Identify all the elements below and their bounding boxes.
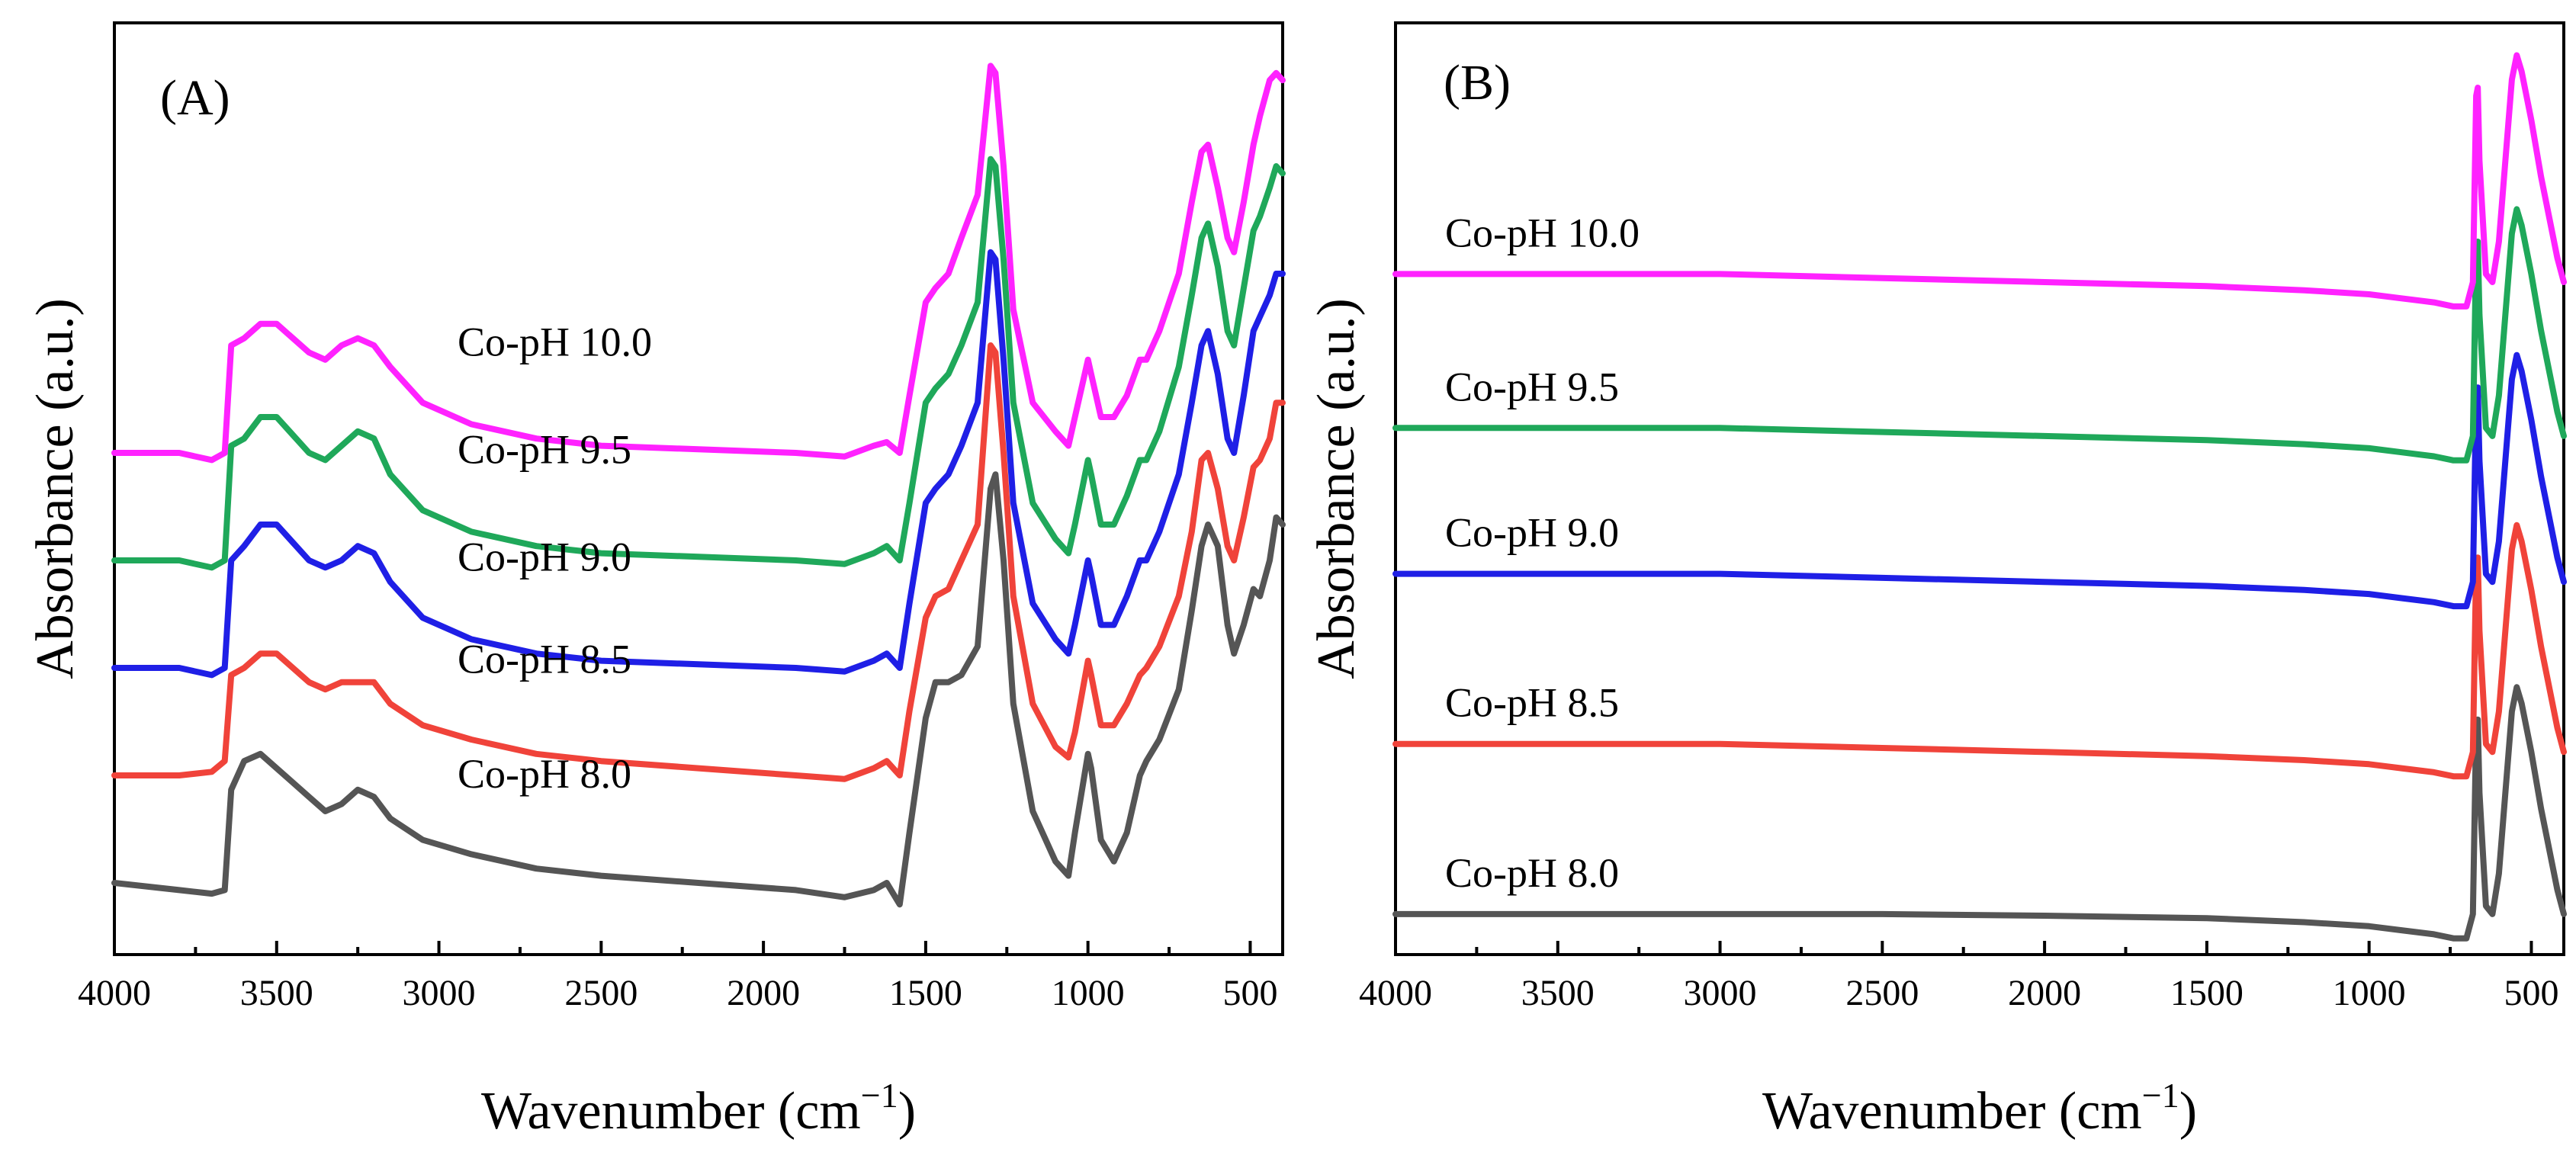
panel-a-curve-label: Co-pH 9.5 xyxy=(458,426,631,472)
panel-a-curve-label: Co-pH 10.0 xyxy=(458,319,652,364)
panel-a-x-tick-label: 4000 xyxy=(78,973,151,1013)
panel-b-curve-label: Co-pH 9.5 xyxy=(1445,364,1619,409)
panel-b-plot-frame xyxy=(1394,21,2565,956)
panel-b-curves xyxy=(1392,52,2567,942)
panel-a-x-tick-label: 2000 xyxy=(727,973,800,1013)
panel-b-series-line xyxy=(1392,522,2567,780)
panel-a-x-tick-label: 3000 xyxy=(403,973,476,1013)
panel-b-curve-label: Co-pH 8.5 xyxy=(1445,680,1619,726)
panel-b-x-ticks: 4000 3500 3000 2500 2000 1500 1000 500 xyxy=(1359,941,2558,1013)
panel-a-x-tick-label: 2500 xyxy=(564,973,638,1013)
panel-b-x-tick-label: 3500 xyxy=(1521,973,1595,1013)
panel-b-curve-label: Co-pH 9.0 xyxy=(1445,510,1619,556)
panel-a-series-line xyxy=(111,63,1286,464)
panel-a-x-tick-label: 1500 xyxy=(889,973,962,1013)
panel-b-curve-labels: Co-pH 8.0 Co-pH 8.5 Co-pH 9.0 Co-pH 9.5 Co-p… xyxy=(1445,210,1640,896)
panel-b-x-tick-label: 500 xyxy=(2504,973,2558,1013)
panel-a-series-line xyxy=(111,471,1286,908)
panel-a-x-ticks: 4000 3500 3000 2500 2000 1500 1000 500 xyxy=(78,941,1277,1013)
panel-a-series-line xyxy=(111,156,1286,571)
panel-b-x-tick-label: 1500 xyxy=(2170,973,2244,1013)
panel-b-x-tick-label: 2500 xyxy=(1845,973,1919,1013)
panel-b-x-tick-label: 4000 xyxy=(1359,973,1432,1013)
panel-a: 4000 3500 3000 2500 2000 1500 1000 500 Co-pH 8.… xyxy=(26,21,1286,1141)
panel-a-x-tick-label: 500 xyxy=(1222,973,1277,1013)
panel-a-curve-label: Co-pH 8.0 xyxy=(458,751,631,797)
panel-a-y-axis-title: Absorbance (a.u.) xyxy=(26,298,85,679)
panel-a-x-tick-label: 3500 xyxy=(240,973,313,1013)
panel-b-x-tick-label: 2000 xyxy=(2008,973,2081,1013)
panel-b-x-tick-label: 3000 xyxy=(1684,973,1757,1013)
panel-b-series-line xyxy=(1392,351,2567,610)
panel-a-curves xyxy=(111,63,1286,908)
panel-b-curve-label: Co-pH 10.0 xyxy=(1445,210,1640,255)
panel-a-series-line xyxy=(111,342,1286,782)
panel-b-series-line xyxy=(1392,206,2567,464)
panel-b-x-axis-title: Wavenumber (cm−1) xyxy=(1762,1076,2197,1141)
panel-b: 4000 3500 3000 2500 2000 1500 1000 500 Co-pH 8.… xyxy=(1307,21,2567,1141)
panel-b-label: (B) xyxy=(1444,55,1511,111)
panel-b-curve-label: Co-pH 8.0 xyxy=(1445,850,1619,896)
panel-b-y-axis-title: Absorbance (a.u.) xyxy=(1307,298,1366,679)
panel-b-series-line xyxy=(1392,684,2567,942)
panel-a-curve-label: Co-pH 8.5 xyxy=(458,637,631,682)
panel-a-series-line xyxy=(111,249,1286,679)
panel-b-series-line xyxy=(1392,52,2567,310)
panel-a-plot-frame xyxy=(113,21,1284,956)
panel-a-curve-labels: Co-pH 8.0 Co-pH 8.5 Co-pH 9.0 Co-pH 9.5 Co-p… xyxy=(458,319,652,797)
panel-a-x-tick-label: 1000 xyxy=(1052,973,1125,1013)
panel-a-x-axis-title: Wavenumber (cm−1) xyxy=(481,1076,916,1141)
panel-a-label: (A) xyxy=(160,70,230,126)
panel-b-x-tick-label: 1000 xyxy=(2333,973,2406,1013)
panel-a-curve-label: Co-pH 9.0 xyxy=(458,534,631,579)
